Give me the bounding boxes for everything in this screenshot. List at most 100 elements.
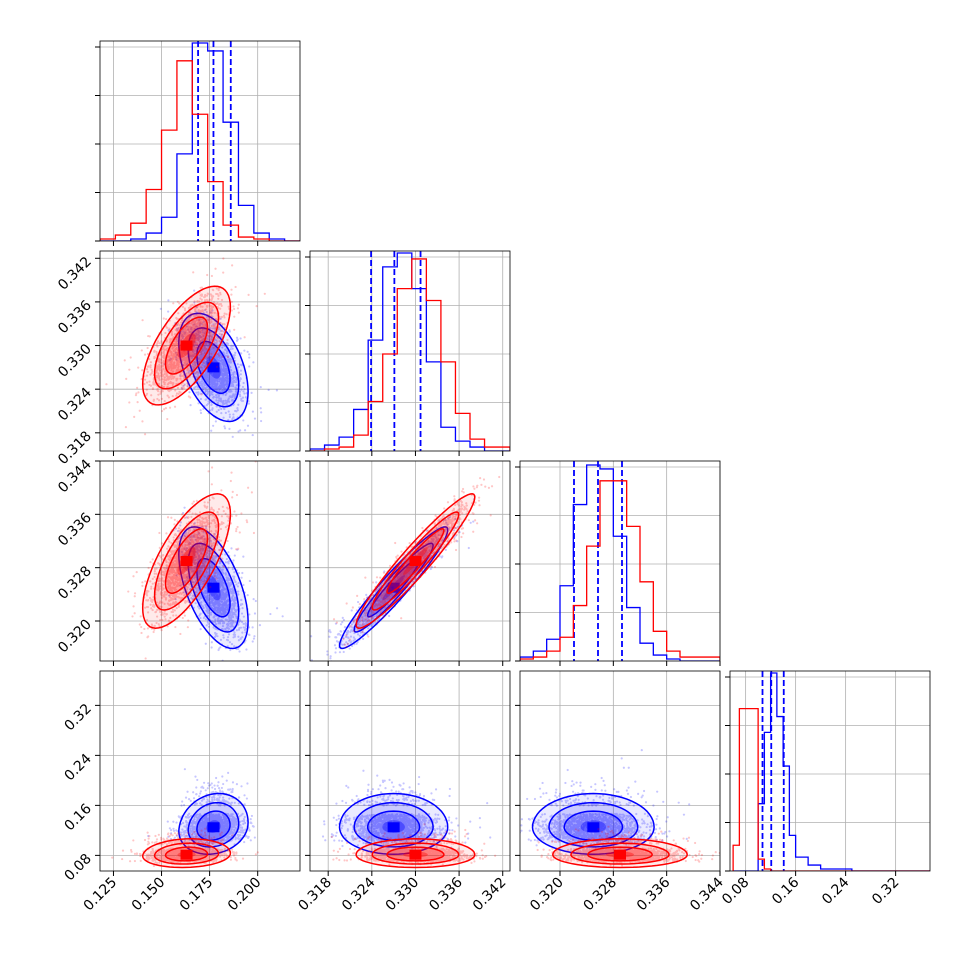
scatter-point xyxy=(194,341,197,344)
scatter-point xyxy=(193,301,196,304)
scatter-point xyxy=(206,389,209,392)
scatter-point xyxy=(217,399,220,402)
scatter-point xyxy=(218,372,221,375)
scatter-point xyxy=(220,334,223,338)
scatter-point xyxy=(223,378,226,382)
scatter-point xyxy=(217,395,220,398)
scatter-point xyxy=(228,361,231,364)
scatter-point xyxy=(224,411,227,414)
scatter-point xyxy=(206,337,209,340)
scatter-point xyxy=(209,372,212,375)
scatter-point xyxy=(224,365,228,368)
scatter-point xyxy=(238,531,241,534)
scatter-point xyxy=(133,592,137,595)
scatter-point xyxy=(206,374,210,377)
scatter-point xyxy=(225,380,228,384)
scatter-point xyxy=(227,551,230,554)
scatter-point xyxy=(178,374,182,377)
scatter-point xyxy=(220,369,223,372)
density-peak-red xyxy=(180,340,193,351)
scatter-point xyxy=(223,361,226,365)
scatter-point xyxy=(238,393,242,396)
scatter-point xyxy=(222,375,225,379)
scatter-point xyxy=(201,329,204,332)
scatter-point xyxy=(219,397,222,400)
scatter-point xyxy=(223,378,226,381)
scatter-point xyxy=(247,486,250,489)
scatter-point xyxy=(226,354,229,357)
scatter-point xyxy=(208,337,211,340)
scatter-point xyxy=(224,373,227,377)
scatter-point xyxy=(215,360,218,363)
scatter-point xyxy=(221,389,224,392)
scatter-point xyxy=(201,385,204,388)
scatter-point xyxy=(133,612,136,615)
scatter-point xyxy=(214,267,217,270)
scatter-point xyxy=(237,571,241,575)
scatter-point xyxy=(230,399,234,402)
scatter-point xyxy=(203,345,206,349)
scatter-point xyxy=(235,527,238,531)
scatter-point xyxy=(220,333,223,336)
scatter-point xyxy=(215,396,218,399)
scatter-point xyxy=(221,385,224,389)
scatter-point xyxy=(222,377,225,380)
scatter-point xyxy=(215,405,218,408)
scatter-point xyxy=(231,496,234,499)
scatter-point xyxy=(220,355,223,358)
scatter-point xyxy=(215,410,218,413)
scatter-point xyxy=(217,393,220,396)
scatter-point xyxy=(220,355,223,358)
scatter-point xyxy=(195,337,198,340)
scatter-point xyxy=(226,379,229,382)
scatter-point xyxy=(205,363,208,366)
scatter-point xyxy=(217,359,220,362)
scatter-point xyxy=(168,406,172,409)
scatter-point xyxy=(217,375,221,378)
scatter-point xyxy=(240,364,244,367)
scatter-point xyxy=(218,647,221,650)
scatter-point xyxy=(213,348,216,351)
scatter-point xyxy=(248,579,251,583)
scatter-point xyxy=(212,372,215,375)
scatter-point xyxy=(233,370,236,374)
scatter-point xyxy=(227,355,230,359)
scatter-point xyxy=(199,355,202,358)
scatter-point xyxy=(190,327,193,330)
scatter-point xyxy=(209,355,213,358)
scatter-point xyxy=(223,386,226,389)
scatter-point xyxy=(187,619,190,622)
scatter-point xyxy=(216,387,219,390)
scatter-point xyxy=(136,401,139,404)
scatter-point xyxy=(243,349,246,352)
scatter-point xyxy=(216,380,219,383)
scatter-point xyxy=(260,411,263,414)
scatter-point xyxy=(209,394,212,397)
scatter-point xyxy=(131,615,134,618)
scatter-point xyxy=(269,612,272,616)
scatter-point xyxy=(212,385,216,388)
scatter-point xyxy=(216,382,219,385)
scatter-point xyxy=(232,393,235,396)
scatter-point xyxy=(258,623,262,627)
scatter-point xyxy=(214,355,217,359)
scatter-point xyxy=(240,576,243,579)
scatter-point xyxy=(211,350,214,353)
scatter-point xyxy=(198,330,202,334)
scatter-point xyxy=(175,338,178,341)
scatter-point xyxy=(207,354,211,357)
scatter-point xyxy=(232,381,235,384)
scatter-point xyxy=(232,385,235,388)
scatter-point xyxy=(248,365,251,368)
scatter-point xyxy=(228,390,232,393)
scatter-point xyxy=(202,339,205,342)
scatter-point xyxy=(190,326,193,329)
scatter-point xyxy=(200,369,203,373)
scatter-point xyxy=(215,357,218,360)
scatter-point xyxy=(207,400,210,403)
scatter-point xyxy=(208,355,212,359)
scatter-point xyxy=(221,355,224,358)
scatter-point xyxy=(232,559,235,562)
scatter-point xyxy=(207,356,210,360)
scatter-point xyxy=(198,335,202,339)
